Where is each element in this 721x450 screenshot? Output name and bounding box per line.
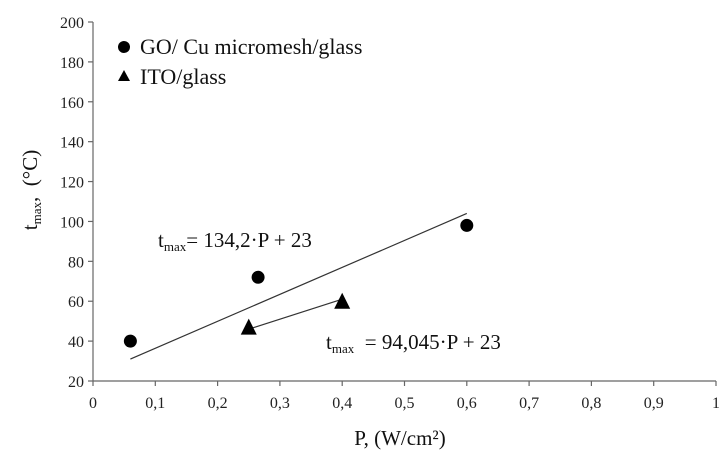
data-points	[123, 218, 474, 348]
trendlines	[130, 212, 468, 360]
y-tick-label: 140	[60, 135, 84, 152]
x-axis-title: P, (W/cm²)	[354, 426, 445, 450]
legend-label-go-cu: GO/ Cu micromesh/glass	[140, 34, 362, 59]
y-tick-label: 100	[60, 214, 84, 231]
trendline-series-1	[248, 298, 343, 330]
data-point-triangle	[334, 292, 351, 309]
x-tick-label: 0,8	[581, 395, 601, 412]
y-tick-label: 80	[68, 254, 84, 271]
legend-label-ito: ITO/glass	[140, 64, 226, 89]
y-tick-label: 120	[60, 175, 84, 192]
y-ticks: 20 40 60 80 100 120 140 160 180 200	[60, 15, 93, 391]
annotation-ito-equation: tmax = 94,045·P + 23	[326, 330, 501, 356]
y-tick-label: 20	[68, 374, 84, 391]
x-ticks: 0 0,1 0,2 0,3 0,4 0,5 0,6 0,7 0,8 0,9 1	[89, 381, 720, 412]
x-tick-label: 1	[712, 395, 720, 412]
annotation-go-cu-equation: tmax= 134,2·P + 23	[158, 228, 312, 254]
x-tick-label: 0,1	[145, 395, 165, 412]
y-tick-label: 40	[68, 334, 84, 351]
y-axis-title: tmax, (°C)	[18, 150, 44, 230]
y-tick-label: 60	[68, 294, 84, 311]
x-tick-label: 0,6	[457, 395, 477, 412]
data-point-circle	[123, 334, 137, 348]
legend-marker-circle	[118, 41, 130, 53]
legend: GO/ Cu micromesh/glass ITO/glass	[118, 34, 362, 89]
x-tick-label: 0,9	[644, 395, 664, 412]
y-tick-label: 180	[60, 55, 84, 72]
y-tick-label: 200	[60, 15, 84, 32]
data-point-triangle	[240, 318, 257, 335]
x-tick-label: 0,2	[208, 395, 228, 412]
x-tick-label: 0,4	[332, 395, 352, 412]
x-tick-label: 0,5	[395, 395, 415, 412]
data-point-circle	[251, 270, 265, 284]
x-tick-label: 0	[89, 395, 97, 412]
x-tick-label: 0,7	[519, 395, 539, 412]
trendline-series-0	[130, 212, 468, 360]
x-tick-label: 0,3	[270, 395, 290, 412]
data-point-circle	[460, 218, 474, 232]
y-tick-label: 160	[60, 95, 84, 112]
legend-marker-triangle	[118, 70, 130, 81]
